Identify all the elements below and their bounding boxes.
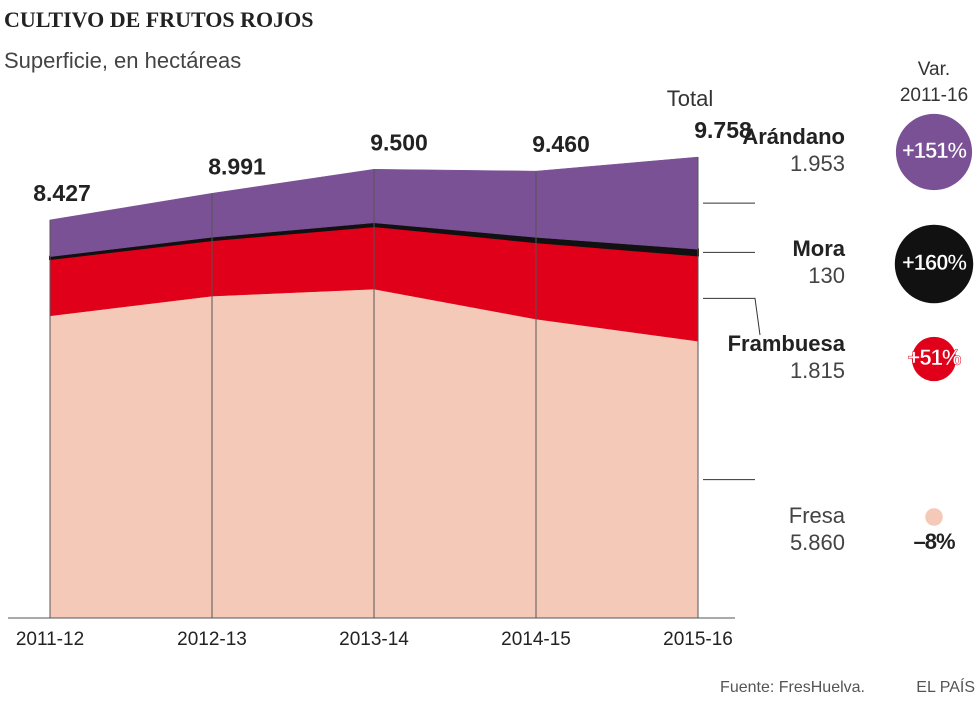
series-name: Fresa xyxy=(789,503,846,528)
variation-title: Var. xyxy=(918,59,950,80)
variation-title: 2011-16 xyxy=(900,85,968,106)
series-name: Arándano xyxy=(742,124,845,149)
total-label: 8.991 xyxy=(208,153,266,179)
source: Fuente: FresHuelva. xyxy=(720,679,865,696)
chart-subtitle: Superficie, en hectáreas xyxy=(4,48,241,73)
x-tick-label: 2015-16 xyxy=(663,629,733,650)
series-end-label: 130 xyxy=(808,263,845,288)
chart-title: CULTIVO DE FRUTOS ROJOS xyxy=(4,7,313,32)
series-end-label: 5.860 xyxy=(790,530,845,555)
connector xyxy=(703,297,761,336)
variation-bubble xyxy=(894,224,974,304)
variation-bubble xyxy=(911,336,957,382)
series-name: Mora xyxy=(792,236,845,261)
variation-label: +151% xyxy=(902,138,967,163)
variation-bubble xyxy=(925,508,943,526)
variation-label: +51% xyxy=(908,345,961,370)
variation-bubble xyxy=(895,113,973,191)
total-label: 8.427 xyxy=(33,180,91,206)
total-label: 9.460 xyxy=(532,131,590,157)
x-tick-label: 2014-15 xyxy=(501,629,571,650)
total-title: Total xyxy=(667,86,713,111)
x-tick-label: 2011-12 xyxy=(16,629,84,650)
variation-label: –8% xyxy=(913,529,954,554)
x-tick-label: 2012-13 xyxy=(177,629,247,650)
series-end-label: 1.815 xyxy=(790,358,845,383)
series-end-label: 1.953 xyxy=(790,151,845,176)
total-label: 9.500 xyxy=(370,129,428,155)
variation-label: +160% xyxy=(902,250,967,275)
total-label: 9.758 xyxy=(694,117,752,143)
x-tick-label: 2013-14 xyxy=(339,629,409,650)
brand: EL PAÍS xyxy=(916,677,975,696)
series-name: Frambuesa xyxy=(728,331,846,356)
